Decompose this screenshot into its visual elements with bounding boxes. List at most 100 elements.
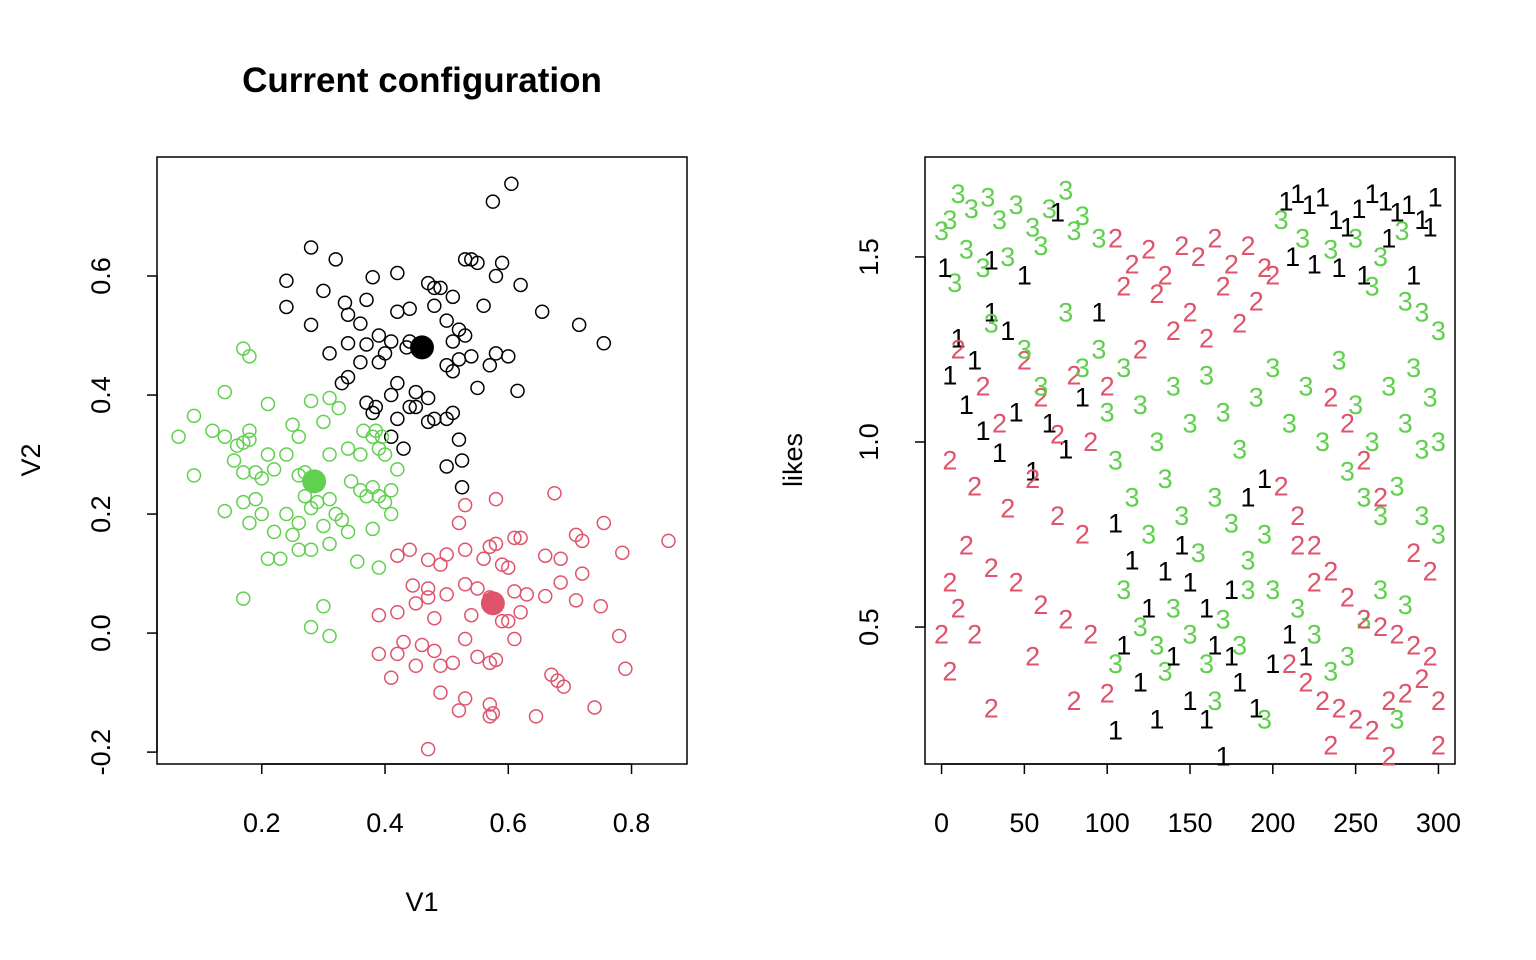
data-point-label: 3 [1025, 212, 1040, 242]
data-point-label: 1 [1058, 434, 1073, 464]
data-point-label: 2 [1257, 253, 1272, 283]
data-point-label: 2 [1398, 679, 1413, 709]
data-point [408, 384, 424, 400]
data-point-label: 1 [1356, 260, 1371, 290]
data-point-label: 3 [947, 268, 962, 298]
data-point-label: 2 [934, 619, 949, 649]
y-tick-label: 0.5 [854, 608, 884, 646]
data-point [303, 619, 319, 635]
data-point [229, 438, 245, 453]
data-point [451, 703, 467, 718]
data-point [405, 578, 421, 593]
data-point-label: 2 [967, 619, 982, 649]
data-point-label: 2 [1406, 631, 1421, 661]
data-point-label: 2 [967, 471, 982, 501]
data-point-label: 2 [1373, 612, 1388, 642]
x-tick-label: 0.4 [366, 808, 404, 838]
data-point-label: 3 [1207, 686, 1222, 716]
x-tick-label: 0.2 [243, 808, 281, 838]
data-point-label: 1 [1332, 253, 1347, 283]
data-point [488, 491, 504, 507]
data-point-label: 3 [1356, 605, 1371, 635]
data-point [445, 334, 461, 349]
data-point-label: 1 [1249, 693, 1264, 723]
data-point-label: 2 [1207, 223, 1222, 253]
data-point-label: 3 [1166, 594, 1181, 624]
data-point [451, 515, 467, 531]
data-point-label: 1 [1158, 557, 1173, 587]
data-point [371, 607, 387, 623]
data-point-label: 3 [1257, 705, 1272, 735]
data-point-label: 3 [1224, 508, 1239, 538]
data-point [513, 277, 528, 293]
data-point [226, 453, 242, 468]
data-point-label: 2 [1050, 420, 1065, 450]
data-point [457, 497, 473, 513]
data-point-label: 2 [1000, 494, 1015, 524]
data-point [365, 521, 380, 537]
data-point [396, 441, 411, 456]
x-tick-label: 100 [1085, 808, 1130, 838]
data-point [454, 453, 470, 468]
data-point-label: 2 [1423, 557, 1438, 587]
data-point [260, 447, 276, 462]
data-point [316, 599, 331, 614]
data-point-label: 3 [1009, 190, 1024, 220]
data-point [615, 545, 630, 560]
data-point-label: 3 [1315, 427, 1330, 457]
data-point-label: 2 [959, 531, 974, 561]
data-point-label: 3 [1398, 590, 1413, 620]
data-point-label: 3 [1274, 205, 1289, 235]
data-point-label: 2 [942, 656, 957, 686]
data-point [377, 346, 393, 361]
data-point-label: 3 [1017, 334, 1032, 364]
data-point [596, 515, 612, 531]
data-point [171, 429, 186, 444]
data-point-label: 3 [1240, 545, 1255, 575]
data-point [322, 390, 337, 406]
data-point [439, 459, 454, 474]
data-point [383, 334, 399, 349]
x-tick-label: 0.6 [490, 808, 528, 838]
data-point [236, 465, 251, 480]
data-point [507, 584, 522, 599]
data-point [402, 399, 417, 415]
data-point-label: 3 [1295, 223, 1310, 253]
data-point-label: 2 [951, 594, 966, 624]
data-point [316, 283, 331, 299]
data-point [303, 500, 319, 516]
data-point [464, 349, 479, 364]
data-point-label: 1 [1428, 183, 1443, 213]
data-point-label: 2 [1009, 568, 1024, 598]
data-point-label: 3 [1431, 427, 1446, 457]
data-point-label: 1 [1042, 408, 1057, 438]
data-point [661, 533, 676, 549]
data-point [507, 530, 522, 546]
data-point-label: 1 [1125, 545, 1140, 575]
data-point [470, 380, 485, 396]
data-point-label: 2 [1332, 693, 1347, 723]
data-point [377, 447, 393, 462]
data-point-label: 1 [1302, 190, 1317, 220]
data-point [420, 590, 436, 605]
data-point [353, 316, 368, 331]
data-point [408, 658, 424, 674]
data-point [353, 447, 368, 462]
data-point [359, 292, 374, 308]
data-point-label: 1 [1025, 457, 1040, 487]
y-tick-label: 1.5 [854, 238, 884, 276]
data-point [334, 512, 350, 528]
data-point [519, 587, 535, 602]
data-point [322, 536, 337, 552]
data-point-label: 3 [1191, 538, 1206, 568]
data-point [343, 474, 359, 489]
data-point [488, 346, 504, 361]
data-point [501, 560, 516, 575]
data-point [383, 429, 399, 444]
data-point-label: 3 [1373, 575, 1388, 605]
data-point-label: 3 [1332, 346, 1347, 376]
data-point-label: 2 [1431, 686, 1446, 716]
data-point-label: 1 [942, 360, 957, 390]
data-point-label: 2 [992, 408, 1007, 438]
data-point-label: 3 [1348, 390, 1363, 420]
